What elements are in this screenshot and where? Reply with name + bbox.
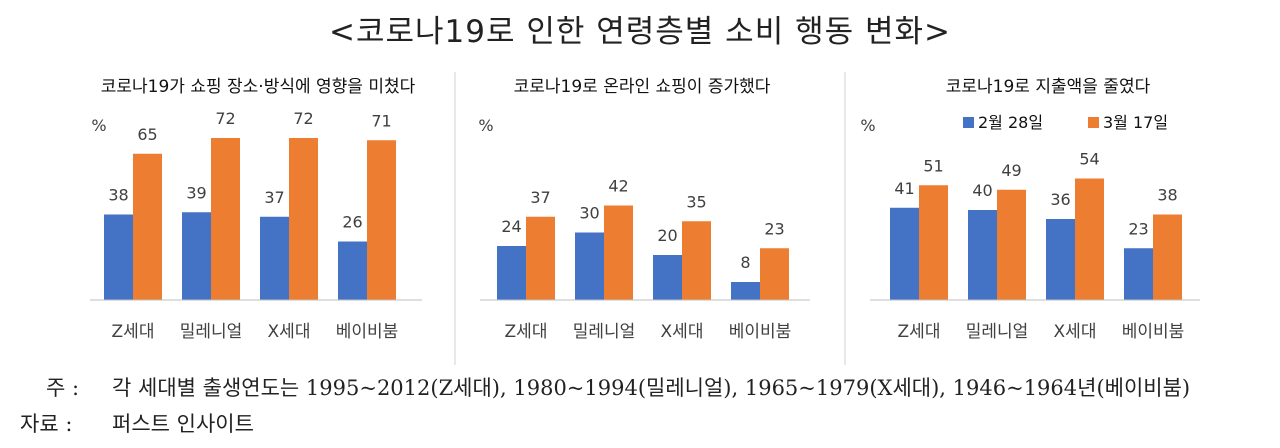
bar-2-4-1 [731, 282, 760, 300]
data-label-3-2-1: 40 [972, 181, 992, 200]
bar-1-2-2 [211, 138, 240, 300]
source-note: 자료 : 퍼스트 인사이트 [20, 408, 254, 438]
category-label-1-1: Z세대 [112, 322, 155, 342]
data-label-1-3-2: 72 [293, 109, 313, 128]
bar-1-2-1 [182, 212, 211, 300]
bar-1-4-2 [367, 140, 396, 300]
legend-swatch-2 [1088, 117, 1099, 128]
data-label-1-2-1: 39 [186, 183, 206, 202]
data-label-2-3-1: 20 [657, 226, 677, 245]
category-label-1-4: 베이비붐 [336, 322, 399, 342]
category-label-3-2: 밀레니얼 [966, 322, 1029, 342]
bar-3-3-1 [1046, 219, 1075, 300]
bar-3-1-2 [919, 185, 948, 300]
data-label-2-2-1: 30 [579, 204, 599, 223]
category-label-3-1: Z세대 [898, 322, 941, 342]
data-label-3-4-2: 38 [1157, 186, 1177, 205]
unit-label-3: % [860, 116, 875, 135]
bar-2-3-1 [653, 255, 682, 300]
footnote-text: 각 세대별 출생연도는 1995~2012(Z세대), 1980~1994(밀레… [112, 376, 1191, 400]
footnote-label: 주 : [46, 376, 80, 400]
bar-2-1-2 [526, 216, 555, 300]
bar-2-4-2 [760, 248, 789, 300]
bar-1-3-1 [260, 216, 289, 300]
data-label-2-2-2: 42 [608, 177, 628, 196]
page-title: <코로나19로 인한 연령층별 소비 행동 변화> [329, 14, 951, 50]
data-label-1-4-2: 71 [371, 111, 391, 130]
category-label-2-1: Z세대 [505, 322, 548, 342]
unit-label-2: % [478, 116, 493, 135]
source-text: 퍼스트 인사이트 [112, 412, 254, 436]
category-label-2-4: 베이비붐 [729, 322, 792, 342]
bar-3-2-1 [968, 210, 997, 300]
data-label-2-1-2: 37 [530, 188, 550, 207]
data-label-2-3-2: 35 [686, 192, 706, 211]
bar-3-4-1 [1124, 248, 1153, 300]
data-label-3-3-1: 36 [1050, 190, 1070, 209]
legend-swatch-1 [963, 117, 974, 128]
source-label: 자료 : [20, 412, 73, 436]
bar-3-1-1 [890, 207, 919, 300]
category-label-2-3: X세대 [661, 322, 704, 342]
data-label-3-1-2: 51 [923, 156, 943, 175]
bar-1-1-1 [104, 214, 133, 300]
bar-2-2-1 [575, 232, 604, 300]
data-label-3-3-2: 54 [1079, 150, 1099, 169]
bar-3-4-2 [1153, 214, 1182, 300]
category-label-3-3: X세대 [1054, 322, 1097, 342]
chart-title-2: 코로나19로 온라인 쇼핑이 증가했다 [514, 77, 771, 97]
data-label-1-4-1: 26 [342, 213, 362, 232]
category-label-1-2: 밀레니얼 [180, 322, 243, 342]
data-label-1-1-2: 65 [137, 125, 157, 144]
bar-1-3-2 [289, 138, 318, 300]
bar-2-2-2 [604, 205, 633, 300]
bar-1-1-2 [133, 153, 162, 300]
data-label-2-4-1: 8 [740, 253, 750, 272]
bar-2-3-2 [682, 221, 711, 300]
bar-3-3-2 [1075, 178, 1104, 300]
chart-title-3: 코로나19로 지출액을 줄였다 [946, 77, 1151, 97]
category-label-1-3: X세대 [268, 322, 311, 342]
bar-3-2-2 [997, 189, 1026, 300]
data-label-1-3-1: 37 [264, 188, 284, 207]
data-label-1-2-2: 72 [215, 109, 235, 128]
bar-1-4-1 [338, 241, 367, 300]
chart-title-1: 코로나19가 쇼핑 장소·방식에 영향을 미쳤다 [101, 77, 416, 97]
bar-2-1-1 [497, 246, 526, 300]
category-label-2-2: 밀레니얼 [573, 322, 636, 342]
data-label-2-1-1: 24 [501, 217, 521, 236]
data-label-2-4-2: 23 [764, 219, 784, 238]
data-label-3-1-1: 41 [894, 179, 914, 198]
legend-label-2: 3월 17일 [1103, 113, 1168, 132]
footnote: 주 : 각 세대별 출생연도는 1995~2012(Z세대), 1980~1994… [20, 372, 1190, 402]
chart-panels: 코로나19가 쇼핑 장소·방식에 영향을 미쳤다% 38 65 Z세대 39 72 밀레니얼… [90, 72, 1200, 365]
data-label-3-4-1: 23 [1128, 219, 1148, 238]
category-label-3-4: 베이비붐 [1122, 322, 1185, 342]
unit-label-1: % [91, 116, 106, 135]
legend-label-1: 2월 28일 [978, 113, 1043, 132]
data-label-3-2-2: 49 [1001, 161, 1021, 180]
data-label-1-1-1: 38 [108, 186, 128, 205]
